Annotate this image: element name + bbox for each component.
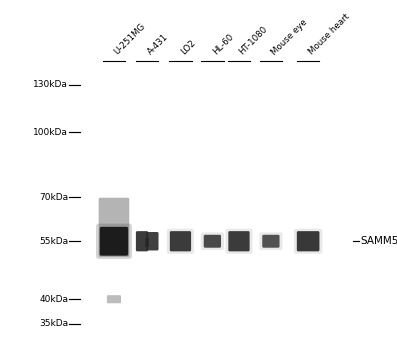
- FancyBboxPatch shape: [107, 295, 121, 303]
- Text: Mouse eye: Mouse eye: [270, 17, 309, 57]
- FancyBboxPatch shape: [294, 229, 322, 254]
- FancyBboxPatch shape: [136, 231, 148, 251]
- FancyBboxPatch shape: [99, 198, 129, 257]
- Text: Mouse heart: Mouse heart: [307, 12, 351, 57]
- FancyBboxPatch shape: [262, 235, 279, 248]
- Text: U-251MG: U-251MG: [113, 22, 147, 57]
- Text: 100kDa: 100kDa: [33, 128, 68, 137]
- FancyBboxPatch shape: [96, 224, 132, 259]
- FancyBboxPatch shape: [259, 232, 282, 250]
- FancyBboxPatch shape: [225, 229, 252, 254]
- Text: SAMM50: SAMM50: [360, 236, 397, 246]
- FancyBboxPatch shape: [167, 229, 194, 254]
- Text: 55kDa: 55kDa: [39, 237, 68, 246]
- Text: 130kDa: 130kDa: [33, 80, 68, 89]
- Text: A-431: A-431: [146, 33, 170, 57]
- FancyBboxPatch shape: [228, 231, 250, 251]
- Text: 35kDa: 35kDa: [39, 319, 68, 328]
- Text: 70kDa: 70kDa: [39, 193, 68, 202]
- FancyBboxPatch shape: [201, 232, 224, 250]
- Text: LO2: LO2: [179, 38, 197, 57]
- FancyBboxPatch shape: [297, 231, 320, 251]
- Text: HT-1080: HT-1080: [238, 25, 270, 57]
- FancyBboxPatch shape: [170, 231, 191, 251]
- FancyBboxPatch shape: [100, 227, 128, 256]
- Bar: [145, 238, 149, 247]
- FancyBboxPatch shape: [146, 232, 158, 251]
- Text: 40kDa: 40kDa: [39, 295, 68, 304]
- Text: HL-60: HL-60: [211, 33, 235, 57]
- FancyBboxPatch shape: [204, 235, 221, 248]
